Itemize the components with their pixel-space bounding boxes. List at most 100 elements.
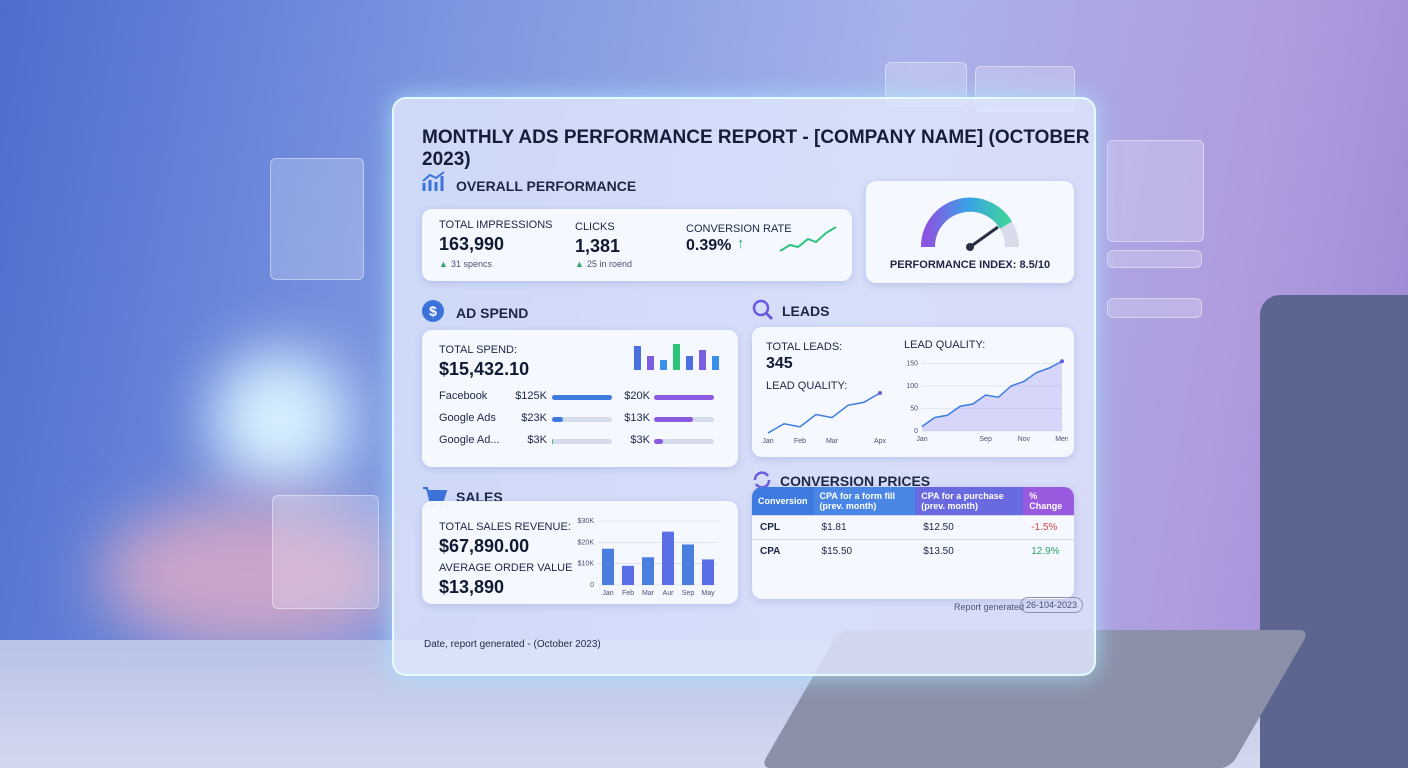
sales-chart: 0 $10K $20K $30K Jan Feb Mar Aur Sep May — [578, 518, 718, 597]
x-tick-label: Mar — [642, 590, 655, 597]
bar-track — [552, 417, 612, 422]
table-cell: $1.81 — [813, 515, 916, 540]
x-tick-label: Men — [1055, 436, 1068, 443]
column-header: CPA for a form fill (prev. month) — [813, 487, 916, 516]
quality-label: LEAD QUALITY: — [766, 380, 848, 392]
leads-card: TOTAL LEADS: 345 LEAD QUALITY: LEAD QUAL… — [752, 327, 1074, 457]
bar — [552, 417, 564, 422]
y-tick-label: 100 — [906, 383, 918, 390]
revenue-label: TOTAL SALES REVENUE: — [439, 521, 571, 533]
y-tick-label: 0 — [590, 582, 594, 589]
table-cell: CPL — [752, 515, 814, 540]
floating-panel — [1107, 298, 1202, 318]
metric-label: TOTAL IMPRESSIONS — [439, 219, 553, 231]
y-tick-label: 150 — [906, 361, 918, 368]
metric-label: CONVERSION RATE — [686, 223, 792, 235]
bar — [702, 559, 714, 585]
generated-label: Report generated — [954, 602, 1025, 612]
table-cell: -1.5% — [1023, 515, 1074, 540]
background-light — [210, 350, 350, 490]
lead-quality-chart: 0 50 100 150 Jan Sep Nov Men — [906, 359, 1068, 443]
bar — [552, 395, 612, 400]
mini-bars — [634, 344, 719, 370]
table-row: CPL $1.81 $12.50 -1.5% — [752, 515, 1074, 540]
conversion-table: Conversion CPA for a form fill (prev. mon… — [752, 487, 1074, 563]
gauge — [920, 197, 1019, 251]
y-tick-label: 0 — [914, 428, 918, 435]
x-tick-label: Jan — [762, 438, 773, 445]
x-tick-label: Apx — [874, 438, 887, 445]
channel-name: Facebook — [439, 390, 488, 402]
section-heading: CONVERSION PRICES — [780, 473, 931, 489]
header-row: Conversion CPA for a form fill (prev. mon… — [752, 487, 1074, 516]
lead-trend-chart: Jan Feb Mar Apx — [762, 391, 887, 445]
x-tick-label: Jan — [602, 590, 613, 597]
table-row: CPA $15.50 $13.50 12.9% — [752, 539, 1074, 563]
leads-icon — [752, 299, 774, 321]
x-tick-label: Jan — [916, 436, 927, 443]
metric-value: 0.39% — [686, 237, 732, 254]
ad-spend-card: TOTAL SPEND: $15,432.10 Facebook $125K Goo… — [422, 330, 738, 467]
table-cell: $15.50 — [813, 539, 916, 563]
report-panel: MONTHLY ADS PERFORMANCE REPORT - [COMPAN… — [392, 97, 1096, 676]
line — [767, 392, 881, 434]
bar — [654, 395, 714, 400]
end-point — [1060, 359, 1064, 364]
channel-amount: $3K — [527, 434, 547, 446]
floating-panel — [1107, 140, 1204, 242]
metric-value: 1,381 — [575, 236, 621, 256]
metric-note: 25 in roend — [587, 259, 633, 269]
chart-icon — [422, 171, 445, 191]
background-chair — [100, 500, 400, 650]
gauge-card: PERFORMANCE INDEX: 8.5/10 — [866, 181, 1074, 283]
conversion-card: Conversion CPA for a form fill (prev. mon… — [752, 487, 1074, 599]
aov-value: $13,890 — [439, 577, 505, 597]
x-tick-label: May — [701, 590, 715, 597]
x-tick-label: Feb — [622, 590, 634, 597]
x-tick-label: Sep — [682, 590, 695, 597]
section-heading: OVERALL PERFORMANCE — [456, 178, 637, 194]
bar — [682, 544, 694, 585]
aov-label: AVERAGE ORDER VALUE — [439, 562, 573, 574]
channel-amount: $23K — [521, 412, 547, 424]
x-tick-label: Mar — [826, 438, 839, 445]
bar-track — [654, 395, 714, 400]
metric-note: 31 spencs — [451, 259, 493, 269]
bar — [552, 439, 554, 444]
total-value: $15,432.10 — [439, 359, 530, 379]
bar-track — [552, 439, 612, 444]
quality-label: LEAD QUALITY: — [904, 339, 986, 351]
section-heading: LEADS — [782, 303, 830, 319]
report-title: MONTHLY ADS PERFORMANCE REPORT - [COMPAN… — [422, 127, 1090, 170]
floating-panel — [270, 158, 364, 280]
x-tick-label: Sep — [979, 436, 992, 443]
channel-name: Google Ad... — [439, 434, 500, 446]
y-tick-label: 50 — [910, 406, 918, 413]
y-tick-label: $10K — [578, 561, 595, 568]
table-cell: $12.50 — [915, 515, 1024, 540]
section-heading: AD SPEND — [456, 305, 529, 321]
line — [921, 360, 1063, 428]
footer-note: Date, report generated - (October 2023) — [424, 639, 601, 650]
bar-track — [654, 439, 714, 444]
table-cell: 12.9% — [1023, 539, 1074, 563]
laptop-screen — [1260, 295, 1408, 768]
x-tick-label: Nov — [1018, 436, 1031, 443]
bar — [642, 557, 654, 585]
column-header: Conversion — [752, 487, 814, 516]
channel-amount: $13K — [624, 412, 650, 424]
up-arrow: ↑ — [737, 235, 745, 252]
bar — [662, 531, 674, 585]
total-label: TOTAL LEADS: — [766, 341, 843, 353]
table-cell: CPA — [752, 539, 814, 563]
bar — [622, 565, 634, 585]
column-header: CPA for a purchase (prev. month) — [915, 487, 1024, 516]
floating-panel — [1107, 250, 1202, 268]
floating-panel — [272, 495, 379, 609]
y-tick-label: $30K — [578, 518, 595, 525]
bar — [602, 548, 614, 585]
x-tick-label: Feb — [794, 438, 806, 445]
channel-name: Google Ads — [439, 412, 496, 424]
column-header: % Change — [1023, 487, 1074, 516]
